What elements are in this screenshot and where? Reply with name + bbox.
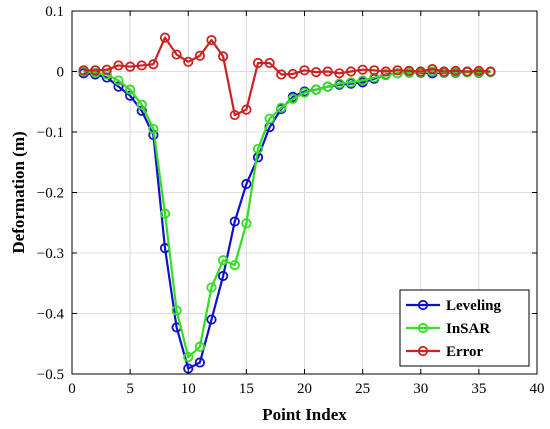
data-point-error xyxy=(427,63,438,75)
data-point-error xyxy=(311,67,322,78)
data-point-insar xyxy=(369,72,380,83)
data-point-error xyxy=(78,65,89,76)
legend-marker-leveling xyxy=(417,299,429,311)
data-point-error xyxy=(90,65,101,76)
data-point-error xyxy=(171,49,182,60)
data-point-insar xyxy=(357,75,368,86)
data-point-insar xyxy=(334,78,345,89)
legend-label-insar: InSAR xyxy=(446,321,490,337)
x-tick-label: 15 xyxy=(239,381,254,397)
data-point-error xyxy=(125,61,136,72)
data-point-error xyxy=(299,65,310,76)
data-point-error xyxy=(101,64,112,75)
data-point-insar xyxy=(171,305,182,316)
data-point-insar xyxy=(241,218,252,229)
data-point-insar xyxy=(218,255,229,266)
data-point-error xyxy=(345,66,357,77)
series-error xyxy=(78,32,496,121)
data-point-insar xyxy=(299,87,310,98)
data-point-error xyxy=(380,66,391,77)
y-tick-label: −0.3 xyxy=(37,246,64,262)
data-point-insar xyxy=(322,81,333,92)
y-tick-label: −0.1 xyxy=(37,125,64,141)
data-point-error xyxy=(252,57,264,69)
y-tick-label: −0.4 xyxy=(37,307,65,323)
series-line-error xyxy=(83,36,491,117)
data-point-error xyxy=(183,56,194,67)
x-tick-label: 10 xyxy=(181,381,196,397)
legend-marker-error xyxy=(417,345,429,357)
data-point-error xyxy=(485,66,496,77)
data-point-insar xyxy=(206,282,217,293)
data-point-leveling xyxy=(194,357,205,368)
data-point-insar xyxy=(183,351,194,363)
data-point-insar xyxy=(276,102,287,113)
data-point-insar xyxy=(113,75,124,86)
data-point-leveling xyxy=(206,314,217,325)
y-axis-label: Deformation (m) xyxy=(9,131,28,253)
data-point-error xyxy=(334,68,345,79)
data-point-insar xyxy=(148,123,159,135)
data-point-error xyxy=(450,65,461,76)
data-point-error xyxy=(136,60,147,71)
y-tick-label: −0.2 xyxy=(37,186,64,202)
data-point-insar xyxy=(264,113,275,124)
data-point-insar xyxy=(159,208,171,219)
data-point-error xyxy=(404,65,415,76)
y-tick-label: −0.5 xyxy=(37,367,64,383)
data-point-error xyxy=(276,69,287,80)
legend-label-error: Error xyxy=(446,344,484,360)
x-tick-label: 25 xyxy=(355,381,370,397)
x-tick-label: 5 xyxy=(126,381,134,397)
data-point-error xyxy=(462,66,473,77)
data-point-error xyxy=(241,104,252,115)
data-point-error xyxy=(229,109,240,121)
x-tick-label: 40 xyxy=(530,381,545,397)
data-point-error xyxy=(415,66,426,77)
data-point-error xyxy=(357,64,368,75)
data-point-error xyxy=(322,66,333,77)
data-point-leveling xyxy=(113,81,124,92)
legend-item-error: Error xyxy=(406,344,484,360)
data-point-insar xyxy=(194,341,205,352)
data-point-error xyxy=(113,60,124,71)
x-tick-label: 0 xyxy=(68,381,76,397)
data-point-error xyxy=(148,59,159,70)
data-point-error xyxy=(438,66,450,77)
data-point-error xyxy=(206,34,217,46)
data-point-leveling xyxy=(241,178,252,190)
x-tick-label: 35 xyxy=(471,381,486,397)
legend-item-leveling: Leveling xyxy=(406,298,501,314)
x-tick-label: 20 xyxy=(297,381,312,397)
series-layer xyxy=(78,32,496,374)
data-point-error xyxy=(287,68,298,80)
data-point-insar xyxy=(125,84,136,95)
data-point-insar xyxy=(136,99,147,110)
legend-label-leveling: Leveling xyxy=(446,298,501,314)
data-point-error xyxy=(264,57,275,69)
y-tick-label: 0.1 xyxy=(45,4,64,20)
data-point-insar xyxy=(392,68,403,79)
y-tick-label: 0 xyxy=(57,65,65,81)
data-point-error xyxy=(218,51,229,62)
data-point-error xyxy=(194,50,205,61)
data-point-error xyxy=(392,65,403,76)
x-tick-label: 30 xyxy=(413,381,428,397)
x-axis-label: Point Index xyxy=(262,405,347,424)
data-point-insar xyxy=(252,143,264,155)
data-point-error xyxy=(369,65,380,76)
data-point-insar xyxy=(345,77,357,88)
legend-item-insar: InSAR xyxy=(406,321,490,337)
data-point-insar xyxy=(311,84,322,95)
legend-marker-insar xyxy=(417,322,429,334)
data-point-leveling xyxy=(229,216,240,227)
data-point-error xyxy=(473,65,484,76)
legend: Leveling InSAR Error xyxy=(399,289,530,367)
data-point-insar xyxy=(287,93,298,104)
data-point-error xyxy=(159,32,171,43)
data-point-leveling xyxy=(218,270,229,282)
axis-ticks: 0 5 10 15 20 25 30 35 40 0.1 0 −0.1 −0.2 −0.3 −0.4 −0.5 xyxy=(37,4,545,397)
data-point-insar xyxy=(229,259,240,271)
